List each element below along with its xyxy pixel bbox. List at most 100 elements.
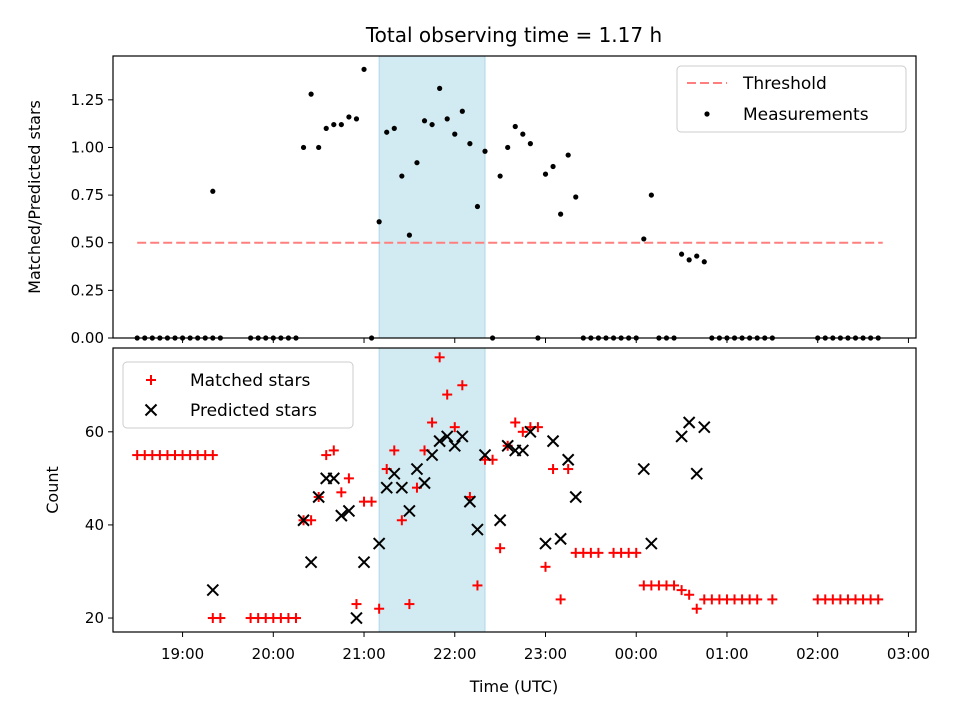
matched-star-point [691,603,702,614]
measurement-point [686,257,692,263]
predicted-star-point [357,555,371,569]
figure-title: Total observing time = 1.17 h [365,23,662,47]
matched-star-point [321,450,332,461]
measurement-point [648,192,654,198]
matched-star-point [449,422,460,433]
bottom-y-axis-label: Count [43,466,62,514]
matched-star-point [517,426,528,437]
measurement-point [406,232,412,238]
measurement-point [527,141,533,147]
measurement-point [558,211,564,217]
legend-measurements-swatch [704,111,710,117]
predicted-star-point [516,444,530,457]
matched-star-point [495,543,506,554]
bottom-y-tick-label: 40 [85,516,104,534]
matched-star-point [207,450,218,461]
predicted-star-point [493,514,507,527]
top-y-tick-label: 0.75 [71,186,104,204]
matched-star-point [548,464,559,475]
predicted-star-point [637,462,651,476]
matched-star-point [669,580,680,591]
matched-star-point [752,594,763,605]
top-highlight-span [378,55,486,339]
top-y-tick-label: 1.25 [71,91,104,109]
top-axes-frame [112,55,917,339]
matched-star-point [873,594,884,605]
measurement-point [300,144,307,151]
matched-star-point [472,580,483,591]
measurement-point [694,253,700,259]
matched-star-point [404,599,415,610]
predicted-star-point [304,555,318,569]
predicted-star-point [410,462,424,476]
x-tick-label: 19:00 [161,645,204,663]
predicted-star-point [388,467,401,480]
legend-matched-label: Matched stars [190,371,310,391]
matched-star-point [389,445,400,456]
measurement-point [421,118,428,124]
predicted-star-point [206,583,220,597]
legend-matched-swatch [146,375,156,385]
legend-predicted-swatch [144,403,158,417]
measurement-point [429,121,435,128]
matched-star-point [676,585,687,596]
predicted-star-point [342,504,356,518]
measurement-point [376,219,382,225]
measurement-point [573,194,579,200]
measurement-point [542,171,549,177]
predicted-star-point [456,430,469,443]
measurement-point [308,91,314,97]
x-tick-label: 02:00 [796,645,839,663]
matched-star-point [215,613,226,624]
predicted-star-point [501,439,514,452]
predicted-star-point [395,481,409,494]
predicted-star-point [524,425,537,439]
x-tick-label: 00:00 [615,645,658,663]
predicted-star-point [690,467,703,480]
matched-star-point [306,515,317,526]
measurement-point [414,160,420,166]
top-panel: 0.00 0.25 0.50 0.75 1.00 1.25 Matched/Predict… [25,55,917,347]
bottom-y-tick-label: 20 [85,609,104,627]
matched-star-point [684,589,695,600]
predicted-star-point [448,439,461,452]
predicted-star-point [478,448,492,462]
bottom-highlight-span [378,347,486,633]
measurement-point [323,125,329,132]
measurement-point [316,144,322,151]
predicted-star-point [675,430,688,443]
predicted-star-point [425,448,439,462]
matched-star-point [396,515,407,526]
matched-star-point [631,547,642,558]
predicted-star-point [440,430,454,443]
measurement-point [452,131,458,137]
predicted-star-point [682,416,696,429]
predicted-star-point [546,434,560,448]
x-tick-label: 03:00 [887,645,930,663]
bottom-y-tick-label: 60 [85,423,104,441]
x-axis-label: Time (UTC) [469,677,558,696]
measurement-point [346,114,352,120]
measurement-point [391,125,397,132]
predicted-star-point [471,523,484,536]
matched-star-point [343,473,354,484]
measurement-point [444,116,450,122]
top-y-tick-label: 1.00 [71,138,104,156]
predicted-star-point [372,537,386,550]
x-tick-label: 21:00 [342,645,385,663]
measurement-point [520,131,526,137]
top-y-tick-label: 0.50 [71,234,104,252]
matched-star-point [563,464,574,475]
x-tick-label: 20:00 [252,645,295,663]
measurement-point [482,148,488,154]
measurement-point [331,121,337,128]
measurement-point [353,116,360,122]
measurement-point [641,236,647,242]
predicted-star-point [569,490,582,504]
measurement-point [474,203,481,210]
matched-star-point [336,487,347,498]
x-tick-label: 01:00 [705,645,748,663]
measurement-point [512,123,518,130]
predicted-star-point [463,495,477,508]
